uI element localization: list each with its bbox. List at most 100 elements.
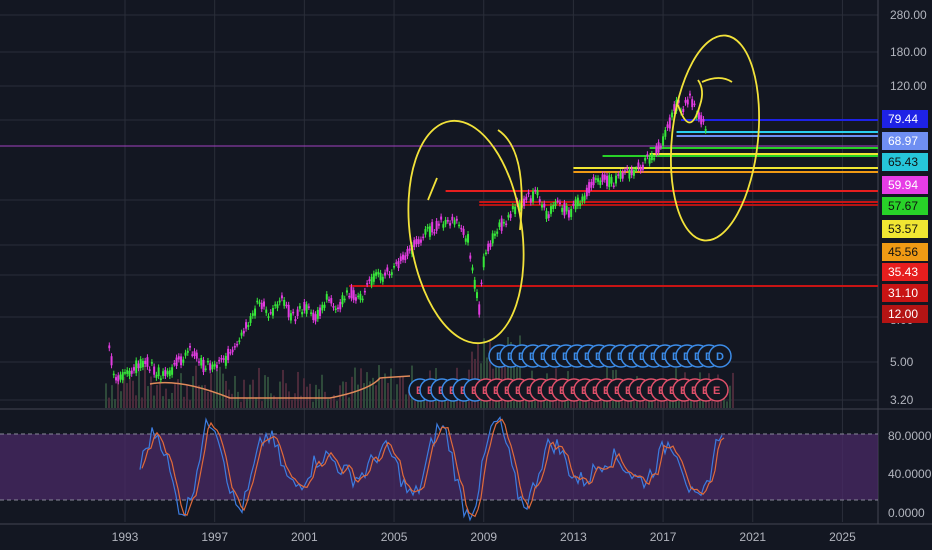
volume-bar <box>327 399 329 408</box>
candle-body <box>606 175 609 187</box>
price-level-tag-label: 65.43 <box>888 155 918 169</box>
candle-body <box>406 249 409 257</box>
oscillator-axis[interactable]: 80.0000 40.0000 0.0000 <box>888 429 932 520</box>
volume-bar <box>276 398 278 408</box>
candle-body <box>276 304 279 309</box>
price-axis-tick: 5.00 <box>890 355 914 369</box>
candle-body <box>590 181 593 188</box>
candle-body <box>404 255 407 261</box>
candle-body <box>621 172 624 179</box>
candle-body <box>388 274 391 276</box>
candle-body <box>493 233 496 236</box>
price-level-tag <box>882 284 928 302</box>
volume-bar <box>270 393 272 408</box>
volume-bar <box>720 400 722 408</box>
candle-body <box>691 99 694 108</box>
candle-body <box>511 206 514 210</box>
volume-bar <box>657 398 659 408</box>
candle-body <box>189 345 192 348</box>
candle-body <box>359 293 362 300</box>
candle-body <box>155 374 158 378</box>
time-axis-tick: 2001 <box>291 530 318 544</box>
candle-body <box>254 308 257 316</box>
candle-body <box>478 304 481 315</box>
candle-body <box>137 363 140 369</box>
price-level-tag-label: 12.00 <box>888 307 918 321</box>
volume-bar <box>375 385 377 408</box>
candle-body <box>251 313 254 316</box>
candle-body <box>195 352 198 359</box>
price-axis[interactable]: 280.00180.00120.008.005.003.2079.4468.97… <box>882 8 928 407</box>
candle-body <box>635 169 638 171</box>
candle-body <box>126 370 129 374</box>
candle-body <box>328 299 331 301</box>
candle-body <box>236 343 239 346</box>
candle-body <box>610 177 613 184</box>
price-axis-tick: 3.20 <box>890 393 914 407</box>
volume-bar <box>366 372 368 408</box>
volume-bar <box>108 397 110 408</box>
horizontal-levels <box>0 119 878 287</box>
annotation-tick <box>427 177 438 201</box>
candle-body <box>594 178 597 180</box>
time-axis-background <box>0 524 932 550</box>
candle-body <box>484 252 487 255</box>
candle-body <box>271 308 274 316</box>
candle-body <box>115 377 118 381</box>
candle-body <box>440 216 443 220</box>
volume-bar <box>294 393 296 408</box>
time-axis[interactable]: 1993 1997 2001 2005 2009 2013 2017 2021 2025 <box>0 523 932 550</box>
candle-body <box>379 272 382 281</box>
candle-body <box>554 201 557 206</box>
volume-bar <box>399 376 401 408</box>
candle-body <box>168 370 171 377</box>
candle-body <box>343 298 346 301</box>
volume-bar <box>309 383 311 408</box>
candle-body <box>218 359 221 362</box>
candle-body <box>191 354 194 356</box>
candle-body <box>220 357 223 360</box>
volume-bar <box>288 391 290 408</box>
candle-body <box>413 240 416 248</box>
candle-body <box>336 307 339 309</box>
candle-body <box>536 190 539 196</box>
candle-body <box>563 202 566 216</box>
candle-body <box>305 304 308 314</box>
volume-bar <box>600 398 602 408</box>
candle-body <box>222 358 225 360</box>
candle-body <box>265 309 268 313</box>
candle-body <box>375 272 378 276</box>
candle-body <box>444 219 447 225</box>
volume-bar <box>183 396 185 408</box>
candle-body <box>469 255 472 259</box>
volume-bar <box>405 394 407 408</box>
volume-bar <box>642 397 644 408</box>
price-level-tag <box>882 197 928 215</box>
candle-body <box>572 203 575 206</box>
candle-body <box>202 359 205 373</box>
volume-bar <box>138 366 140 408</box>
volume-bar <box>714 401 716 408</box>
candle-body <box>502 221 505 224</box>
candle-body <box>292 311 295 314</box>
candle-body <box>500 218 503 231</box>
candle-body <box>357 295 360 298</box>
candle-body <box>529 198 532 203</box>
annotation-ellipse-2008 <box>407 119 525 345</box>
volume-bar <box>561 400 563 408</box>
price-level-tag-label: 53.57 <box>888 222 918 236</box>
candle-body <box>184 352 187 356</box>
event-markers[interactable]: DDDDDDDDDDDDDDDDDDDDDEEEEEEEEEEEEEEEEEEE… <box>408 344 732 402</box>
candle-body <box>475 292 478 299</box>
candle-body <box>361 298 364 301</box>
candle-body <box>532 191 535 202</box>
volume-bar <box>159 381 161 408</box>
candle-body <box>339 301 342 310</box>
volume-bar <box>135 395 137 408</box>
candle-body <box>354 297 357 301</box>
price-level-tag-label: 79.44 <box>888 112 918 126</box>
volume-bar <box>729 385 731 408</box>
candle-body <box>332 306 335 308</box>
